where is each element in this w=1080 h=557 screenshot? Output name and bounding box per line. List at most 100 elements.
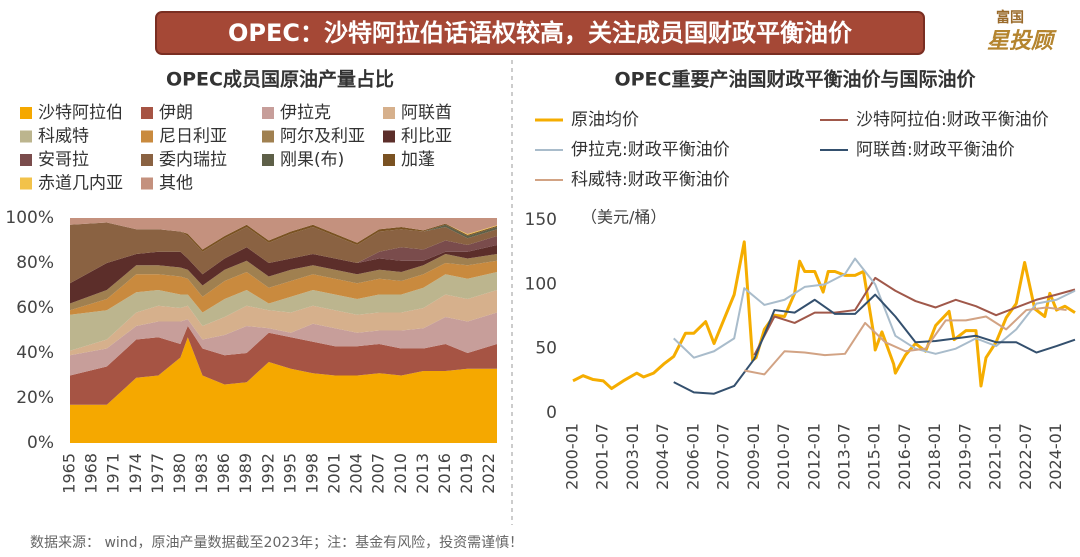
legend-swatch (20, 130, 32, 143)
header-banner (155, 11, 925, 55)
y-tick-label: 0 (546, 403, 557, 423)
x-tick-label: 2007 (369, 453, 388, 494)
legend-swatch (141, 177, 153, 190)
area (70, 222, 497, 252)
legend-swatch (141, 107, 153, 119)
x-tick-label: 2024-01 (1046, 423, 1065, 490)
x-tick-label: 1989 (236, 453, 255, 494)
chart-title: OPEC成员国原油产量占比 (166, 68, 394, 91)
legend-label: 沙特阿拉伯:财政平衡油价 (856, 110, 1049, 130)
x-tick-label: 2007-07 (714, 423, 733, 490)
x-tick-label: 2022 (479, 453, 498, 494)
x-tick-label: 2019-07 (955, 423, 974, 490)
x-tick-label: 1992 (258, 453, 277, 494)
logo-top: 富国 (996, 9, 1024, 26)
x-tick-label: 2010-07 (774, 423, 793, 490)
x-tick-label: 2001-07 (593, 423, 612, 490)
y-tick-label: 150 (525, 210, 557, 230)
y-tick-label: 80% (16, 253, 54, 273)
logo-main: 星投顾 (987, 29, 1057, 54)
legend-label: 其他 (159, 174, 193, 194)
header-title: OPEC：沙特阿拉伯话语权较高，关注成员国财政平衡油价 (228, 19, 853, 47)
x-tick-label: 2021-01 (986, 423, 1005, 490)
x-tick-label: 2004-07 (653, 423, 672, 490)
x-tick-label: 1995 (280, 453, 299, 494)
x-tick-label: 2022-07 (1016, 423, 1035, 490)
x-tick-label: 2016-07 (895, 423, 914, 490)
legend-swatch (383, 107, 395, 119)
area (70, 260, 497, 315)
x-tick-label: 1986 (214, 453, 233, 494)
legend-swatch (383, 130, 395, 143)
area (70, 290, 497, 356)
line (744, 306, 1067, 376)
legend-swatch (20, 107, 32, 119)
legend-swatch (20, 177, 32, 190)
area (70, 312, 497, 376)
x-tick-label: 2001 (325, 453, 344, 494)
legend-label: 委内瑞拉 (159, 150, 227, 170)
legend-label: 阿联酋:财政平衡油价 (856, 140, 1015, 160)
x-tick-label: 2004 (347, 453, 366, 494)
legend-swatch (141, 154, 153, 166)
x-tick-label: 2003-01 (623, 423, 642, 490)
y-tick-label: 50 (535, 339, 557, 359)
x-tick-label: 1965 (60, 453, 79, 494)
y-tick-label: 60% (16, 298, 54, 318)
y-tick-label: 0% (27, 433, 54, 453)
area (70, 222, 497, 284)
legend-swatch (262, 130, 274, 143)
legend-label: 安哥拉 (38, 150, 89, 170)
chart-title: OPEC重要产油国财政平衡油价与国际油价 (614, 68, 976, 91)
footer-note: 数据来源： wind，原油产量数据截至2023年；注：基金有风险，投资需谨慎！ (30, 534, 523, 551)
legend-label: 刚果(布) (280, 150, 344, 170)
y-tick-label: 20% (16, 388, 54, 408)
legend-label: 沙特阿拉伯 (38, 103, 123, 123)
legend-swatch (383, 154, 395, 166)
line (753, 276, 1076, 356)
x-tick-label: 2009-01 (744, 423, 763, 490)
x-tick-label: 1974 (126, 453, 145, 494)
x-tick-label: 2010 (391, 453, 410, 494)
y-tick-label: 100 (525, 274, 557, 294)
x-tick-label: 2019 (457, 453, 476, 494)
area (70, 272, 497, 351)
x-tick-label: 1980 (170, 453, 189, 494)
x-tick-label: 1977 (148, 453, 167, 494)
legend-label: 阿联酋 (401, 103, 452, 123)
y-tick-label: 100% (5, 208, 54, 228)
area (70, 218, 497, 250)
x-tick-label: 2012-01 (804, 423, 823, 490)
y-axis-label: （美元/桶） (581, 208, 666, 227)
x-tick-label: 2018-01 (925, 423, 944, 490)
area (70, 236, 497, 284)
legend-label: 赤道几内亚 (38, 174, 123, 194)
legend-label: 阿尔及利亚 (280, 127, 365, 147)
x-tick-label: 1968 (82, 453, 101, 494)
x-tick-label: 1983 (192, 453, 211, 494)
line (673, 257, 1076, 359)
line (673, 293, 1076, 395)
area (70, 254, 497, 311)
legend-label: 尼日利亚 (159, 127, 227, 147)
legend-label: 伊朗 (159, 103, 193, 123)
legend-label: 利比亚 (401, 127, 452, 147)
legend-label: 科威特:财政平衡油价 (571, 170, 730, 190)
area (70, 326, 497, 405)
legend-swatch (262, 154, 274, 166)
legend-swatch (141, 130, 153, 143)
legend-label: 科威特 (38, 127, 89, 147)
line (572, 240, 1076, 391)
area (70, 337, 497, 443)
x-tick-label: 2006-01 (683, 423, 702, 490)
legend-label: 加蓬 (401, 150, 435, 170)
legend-swatch (20, 154, 32, 166)
x-tick-label: 2016 (435, 453, 454, 494)
y-tick-label: 40% (16, 343, 54, 363)
x-tick-label: 2013-07 (834, 423, 853, 490)
x-tick-label: 2015-01 (865, 423, 884, 490)
x-tick-label: 1971 (104, 453, 123, 494)
legend-swatch (262, 107, 274, 119)
legend-label: 原油均价 (571, 110, 639, 130)
